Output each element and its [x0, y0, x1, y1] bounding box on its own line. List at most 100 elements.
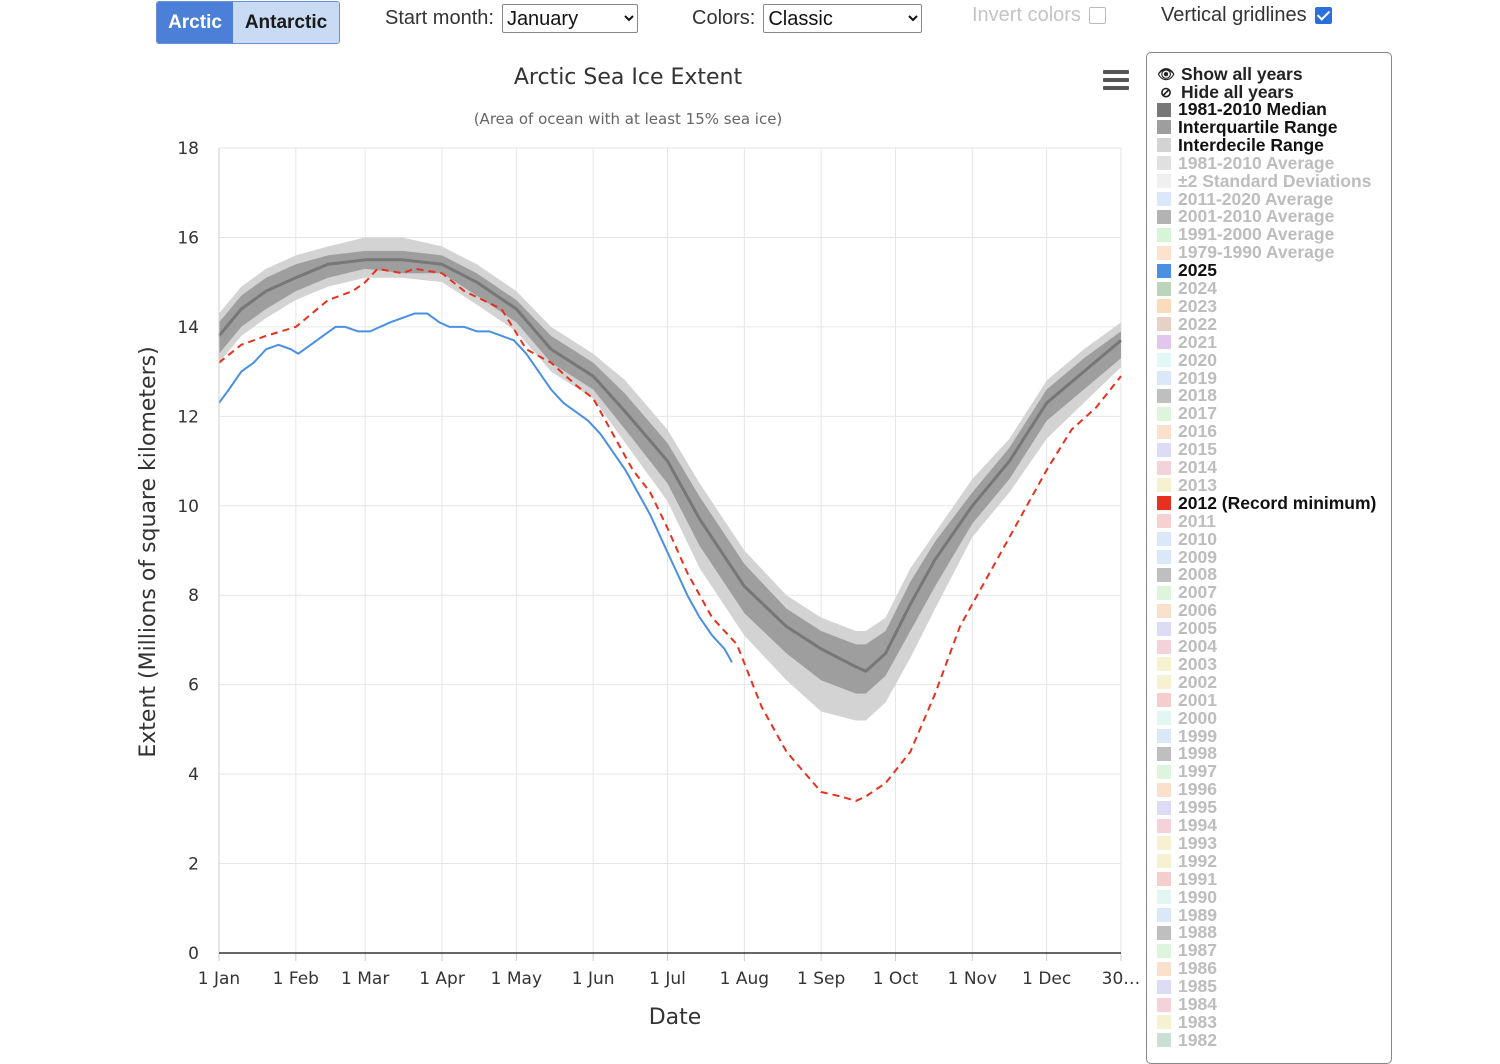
legend-item-1992[interactable]: 1992 [1157, 852, 1217, 870]
legend-item-1988[interactable]: 1988 [1157, 924, 1217, 941]
legend-item-2000[interactable]: 2000 [1157, 707, 1217, 728]
legend-item-interquartile-range[interactable]: Interquartile Range [1157, 118, 1337, 136]
legend-item-1991-2000-average[interactable]: 1991-2000 Average [1157, 226, 1334, 243]
legend-item-1985[interactable]: 1985 [1157, 976, 1217, 997]
interquartile-range-band [219, 250, 1121, 694]
sea-ice-chart: 0 2 4 6 8 10 12 14 16 18 1 Jan 1 Feb 1 Mar 1 Apr 1 May… [136, 65, 1140, 1030]
colors-control: Colors: Classic [692, 4, 923, 33]
legend-label: 2009 [1178, 546, 1217, 567]
legend-item-2011[interactable]: 2011 [1157, 512, 1216, 530]
legend-item-2009[interactable]: 2009 [1157, 546, 1217, 567]
legend-item-2016[interactable]: 2016 [1157, 422, 1217, 440]
invert-colors-checkbox[interactable] [1088, 7, 1106, 24]
legend-item-2002[interactable]: 2002 [1157, 673, 1217, 691]
legend-label: 2010 [1178, 528, 1217, 549]
legend-item-2006[interactable]: 2006 [1157, 601, 1217, 619]
legend-swatch [1157, 585, 1171, 600]
antarctic-button[interactable]: Antarctic [233, 2, 339, 43]
legend-item-interdecile-range[interactable]: Interdecile Range [1157, 136, 1324, 154]
legend-item-2003[interactable]: 2003 [1157, 655, 1217, 673]
legend-swatch [1157, 156, 1171, 171]
legend-label: 1991-2000 Average [1178, 224, 1335, 245]
legend-item-2012-record-minimum[interactable]: 2012 (Record minimum) [1157, 492, 1377, 513]
legend-label: 2019 [1178, 367, 1217, 388]
legend-item-1983[interactable]: 1983 [1157, 1013, 1217, 1031]
legend-item-2004[interactable]: 2004 [1157, 637, 1217, 655]
legend-label: 2013 [1178, 474, 1217, 495]
legend-swatch [1157, 603, 1171, 618]
legend-item-2023[interactable]: 2023 [1157, 297, 1217, 315]
legend-item-2021[interactable]: 2021 [1157, 333, 1217, 351]
show-all-label: Show all years [1181, 64, 1303, 84]
legend-item-2007[interactable]: 2007 [1157, 584, 1217, 601]
legend-swatch [1157, 478, 1171, 493]
legend-label: 1985 [1178, 976, 1217, 997]
start-month-select[interactable]: January [501, 4, 638, 33]
legend-item-1994[interactable]: 1994 [1157, 816, 1217, 834]
legend-item-1984[interactable]: 1984 [1157, 995, 1217, 1013]
legend-item-2018[interactable]: 2018 [1157, 387, 1217, 404]
2012-record-minimum-line [218, 267, 1122, 802]
x-tick-label: 1 Sep [797, 969, 845, 989]
legend-item-2020[interactable]: 2020 [1157, 351, 1217, 369]
legend-label: 2012 (Record minimum) [1178, 492, 1377, 513]
legend-item-1989[interactable]: 1989 [1157, 906, 1217, 924]
legend-item-2014[interactable]: 2014 [1157, 457, 1217, 477]
arctic-button[interactable]: Arctic [157, 2, 233, 43]
legend-item-2001-2010-average[interactable]: 2001-2010 Average [1157, 208, 1334, 225]
legend-label: 2011-2020 Average [1178, 188, 1334, 209]
legend-swatch [1157, 675, 1171, 690]
legend-item-2-standard-deviations[interactable]: ±2 Standard Deviations [1157, 172, 1371, 190]
y-tick-label: 18 [177, 139, 199, 159]
legend-item-1997[interactable]: 1997 [1157, 763, 1217, 780]
legend-item-1987[interactable]: 1987 [1157, 942, 1217, 959]
legend-item-1986[interactable]: 1986 [1157, 959, 1217, 977]
invert-colors-control: Invert colors [972, 4, 1106, 27]
eye-icon: 👁 [1157, 66, 1175, 82]
chart-menu-button[interactable] [1103, 70, 1129, 92]
legend-swatch [1157, 746, 1171, 761]
legend-label: 2018 [1178, 385, 1217, 406]
legend-item-2010[interactable]: 2010 [1157, 528, 1217, 549]
legend-item-2025[interactable]: 2025 [1157, 261, 1217, 279]
legend-item-1995[interactable]: 1995 [1157, 798, 1217, 816]
legend-item-1993[interactable]: 1993 [1157, 832, 1217, 853]
legend-item-1979-1990-average[interactable]: 1979-1990 Average [1157, 243, 1334, 261]
legend-item-2019[interactable]: 2019 [1157, 367, 1217, 388]
vertical-gridlines-checkbox[interactable] [1314, 7, 1332, 24]
eye-slash-icon: ⊘ [1160, 84, 1172, 100]
x-tick-label: 1 Oct [873, 969, 919, 989]
legend-item-1990[interactable]: 1990 [1157, 888, 1217, 906]
chart-subtitle: (Area of ocean with at least 15% sea ice… [474, 110, 783, 128]
legend-label: 2017 [1178, 403, 1217, 424]
legend-swatch [1157, 371, 1171, 385]
legend-label: 1993 [1178, 832, 1217, 853]
legend-label: 2000 [1178, 707, 1217, 728]
legend-item-1982[interactable]: 1982 [1157, 1031, 1217, 1049]
legend-item-1999[interactable]: 1999 [1157, 727, 1217, 745]
legend-item-2005[interactable]: 2005 [1157, 619, 1217, 637]
legend-item-1998[interactable]: 1998 [1157, 745, 1217, 762]
legend-item-1981-2010-average[interactable]: 1981-2010 Average [1157, 154, 1334, 172]
legend-item-2015[interactable]: 2015 [1157, 440, 1217, 458]
legend-item-2008[interactable]: 2008 [1157, 566, 1217, 583]
legend-item-1996[interactable]: 1996 [1157, 780, 1217, 798]
legend-swatch [1157, 406, 1171, 421]
legend-swatch [1157, 496, 1171, 511]
show-all-years-button[interactable]: 👁 Show all years [1157, 64, 1303, 84]
hide-all-years-button[interactable]: ⊘ Hide all years [1157, 83, 1294, 101]
legend-item-1981-2010-median[interactable]: 1981-2010 Median [1157, 100, 1327, 118]
legend-item-2017[interactable]: 2017 [1157, 405, 1217, 422]
legend-swatch [1157, 997, 1171, 1012]
legend-label: 2014 [1178, 457, 1217, 477]
legend-item-2013[interactable]: 2013 [1157, 474, 1217, 495]
start-month-control: Start month: January [385, 4, 638, 33]
colors-select[interactable]: Classic [763, 4, 923, 33]
legend-item-2022[interactable]: 2022 [1157, 315, 1217, 333]
legend-item-2024[interactable]: 2024 [1157, 279, 1217, 297]
legend-item-2001[interactable]: 2001 [1157, 691, 1217, 709]
legend-swatch [1157, 1033, 1171, 1048]
chart-title: Arctic Sea Ice Extent [514, 65, 743, 90]
legend-item-1991[interactable]: 1991 [1157, 870, 1217, 888]
legend-item-2011-2020-average[interactable]: 2011-2020 Average [1157, 188, 1334, 209]
